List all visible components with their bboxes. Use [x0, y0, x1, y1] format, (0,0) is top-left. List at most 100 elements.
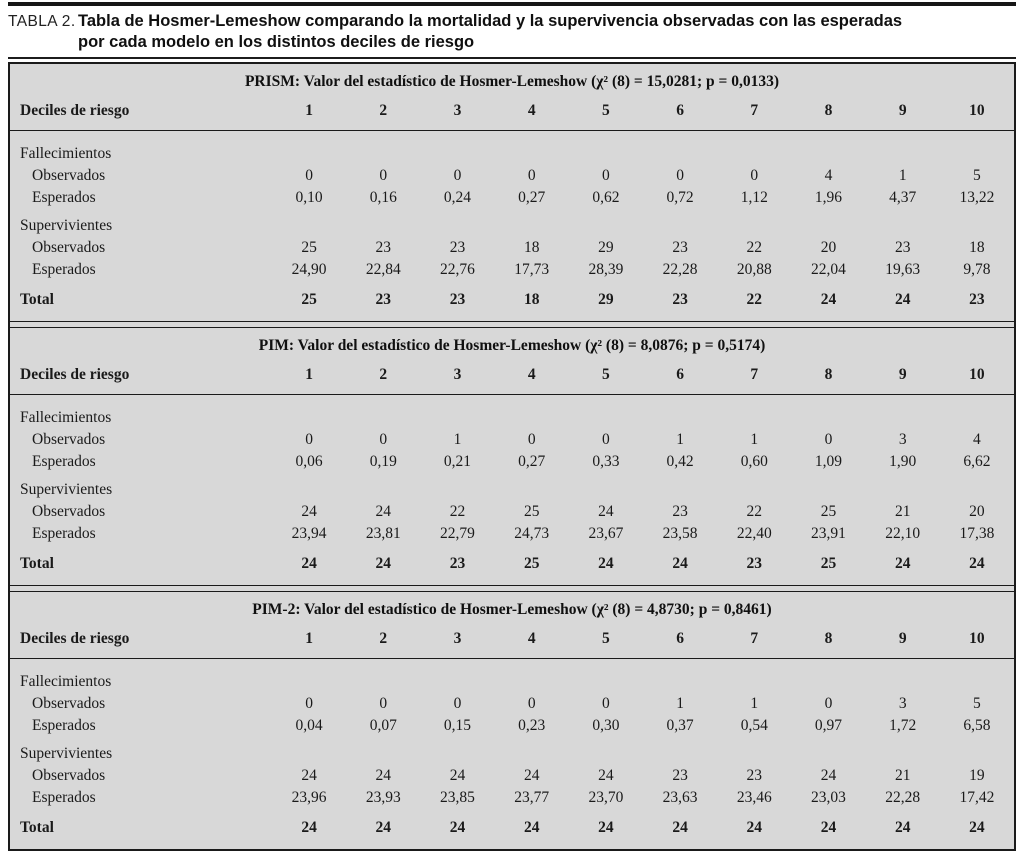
decile-column-header: 5	[602, 102, 610, 120]
table-cell: 0,60	[740, 453, 768, 471]
table-cell: 19	[969, 767, 985, 785]
decile-column-header: 5	[602, 366, 610, 384]
table-cell: 20,88	[736, 261, 772, 279]
table-cell: 0	[602, 167, 610, 185]
group-label-supervivientes: Supervivientes	[20, 745, 113, 763]
table-cell: 24	[894, 819, 911, 837]
table-cell: 24	[375, 555, 392, 573]
table-cell: 1	[676, 695, 684, 713]
table-cell: 19,63	[885, 261, 921, 279]
decile-column-header: 6	[676, 102, 684, 120]
table-cell: 24	[894, 291, 911, 309]
decile-column-header: 3	[453, 102, 462, 120]
table-cell: 1	[676, 431, 684, 449]
table-cell: 23	[894, 239, 911, 257]
table-cell: 18	[523, 239, 540, 257]
table-cell: 21	[894, 767, 911, 785]
table-cell: 5	[973, 167, 981, 185]
table-cell: 1	[750, 431, 759, 449]
decile-column-header: 7	[750, 102, 759, 120]
table-cell: 0,72	[666, 189, 694, 207]
decile-column-header: 3	[453, 630, 462, 648]
table-cell: 0	[527, 167, 536, 185]
table-cell: 0,10	[295, 189, 323, 207]
table-cell: 24	[598, 555, 614, 573]
caption-text: Tabla de Hosmer-Lemeshow comparando la m…	[78, 11, 902, 52]
table-cell: 0,19	[369, 453, 397, 471]
table-cell: 23	[672, 767, 688, 785]
table-cell: 0,15	[443, 717, 472, 735]
row-label: Total	[20, 819, 54, 837]
table-cell: 25	[820, 555, 837, 573]
table-cell: 24	[375, 767, 392, 785]
table-cell: 24	[894, 555, 911, 573]
table-cell: 21	[894, 503, 911, 521]
decile-column-header: 2	[379, 630, 388, 648]
table-cell: 0,42	[666, 453, 694, 471]
table-cell: 0	[305, 431, 313, 449]
row-label: Observados	[32, 431, 106, 449]
section-title: PIM-2: Valor del estadístico de Hosmer-L…	[252, 601, 772, 619]
table-cell: 0	[527, 695, 536, 713]
table-cell: 0	[305, 167, 313, 185]
table-cell: 23	[746, 555, 763, 573]
table-cell: 24,73	[514, 525, 550, 543]
row-supervivientes-esperados: Esperados 24,90 22,84 22,76 17,73 28,39 22,28 2…	[10, 259, 1014, 281]
row-supervivientes-observados: Observados 25 23 23 18 29 23 22 20 23 18	[10, 237, 1014, 259]
decile-column-header: 10	[969, 102, 985, 120]
table-cell: 25	[523, 555, 540, 573]
table-cell: 23	[672, 239, 688, 257]
row-total: Total 24 24 24 24 24 24 24 24 24 24	[10, 817, 1014, 839]
table-cell: 0,97	[814, 717, 843, 735]
table-cell: 23	[449, 555, 466, 573]
table-cell: 6,62	[963, 453, 991, 471]
model-section-prism: PRISM: Valor del estadístico de Hosmer-L…	[10, 64, 1014, 323]
row-fallecimientos-observados: Observados 0 0 0 0 0 1 1 0 3 5	[10, 693, 1014, 715]
table-cell: 25	[301, 291, 317, 309]
table-cell: 0,07	[369, 717, 397, 735]
table-cell: 29	[598, 291, 614, 309]
decile-column-header: 10	[969, 366, 985, 384]
deciles-header-row: Deciles de riesgo 1 2 3 4 5 6 7 8 9 10	[10, 357, 1014, 394]
row-fallecimientos-observados: Observados 0 0 1 0 0 1 1 0 3 4	[10, 429, 1014, 451]
table-cell: 25	[820, 503, 837, 521]
table-cell: 0	[453, 167, 462, 185]
decile-column-header: 10	[969, 630, 985, 648]
table-cell: 1,09	[814, 453, 843, 471]
decile-column-header: 8	[824, 366, 833, 384]
table-cell: 0,06	[295, 453, 323, 471]
table-cell: 13,22	[959, 189, 995, 207]
table-cell: 24	[523, 767, 540, 785]
table-cell: 0	[824, 431, 833, 449]
table-cell: 24	[598, 819, 614, 837]
row-label: Observados	[32, 167, 106, 185]
table-cell: 0,30	[592, 717, 620, 735]
decile-column-header: 4	[527, 366, 536, 384]
decile-column-header: 5	[602, 630, 610, 648]
decile-column-header: 9	[898, 630, 907, 648]
decile-column-header: 8	[824, 630, 833, 648]
decile-column-header: 6	[676, 366, 684, 384]
table-cell: 23	[375, 239, 392, 257]
table-cell: 0	[379, 431, 388, 449]
top-rule	[8, 2, 1016, 6]
deciles-label: Deciles de riesgo	[20, 102, 130, 120]
decile-column-header: 2	[379, 102, 388, 120]
decile-column-header: 9	[898, 102, 907, 120]
table-cell: 24	[301, 767, 317, 785]
decile-column-header: 1	[305, 366, 313, 384]
table-cell: 20	[969, 503, 985, 521]
row-label: Esperados	[32, 717, 96, 735]
table-cell: 4	[824, 167, 833, 185]
table-cell: 1,12	[740, 189, 768, 207]
table-cell: 22,10	[885, 525, 921, 543]
caption-line2: por cada modelo en los distintos deciles…	[78, 32, 475, 51]
table-cell: 23	[449, 291, 466, 309]
table-cell: 0	[676, 167, 684, 185]
table-cell: 4	[973, 431, 981, 449]
table-cell: 23	[672, 503, 688, 521]
decile-column-header: 9	[898, 366, 907, 384]
group-label-fallecimientos: Fallecimientos	[20, 409, 112, 427]
table-cell: 0	[305, 695, 313, 713]
